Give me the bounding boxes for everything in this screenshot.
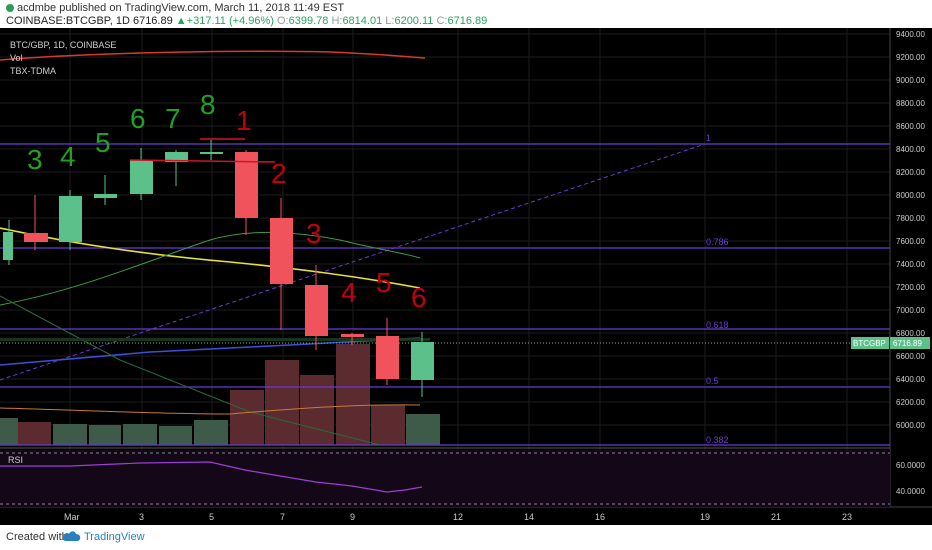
fib-label-0786: 0.786 [706, 237, 729, 247]
avatar [6, 4, 14, 12]
close-value: 6716.89 [447, 15, 488, 27]
price-axis[interactable]: 9400.00 9200.00 9000.00 8800.00 8600.00 8400.… [896, 30, 925, 496]
svg-text:7600.00: 7600.00 [896, 237, 925, 246]
tradingview-cloud-icon [62, 531, 81, 541]
ma-darkgreen [0, 295, 381, 446]
tradingview-brand-link[interactable]: TradingView [84, 531, 145, 543]
svg-text:8200.00: 8200.00 [896, 168, 925, 177]
author-name[interactable]: acdmbe [17, 2, 57, 14]
fib-label-1: 1 [706, 133, 711, 143]
volume-bars [0, 344, 440, 445]
svg-text:23: 23 [842, 512, 852, 522]
svg-text:6800.00: 6800.00 [896, 329, 925, 338]
svg-text:6400.00: 6400.00 [896, 375, 925, 384]
svg-text:Mar: Mar [64, 512, 80, 522]
ma-blue [0, 337, 421, 366]
low-value: 6200.11 [394, 15, 434, 27]
td-green-3: 3 [27, 144, 43, 175]
publish-info: acdmbe published on TradingView.com, Mar… [6, 2, 344, 14]
tdma-line [0, 50, 426, 61]
svg-text:7000.00: 7000.00 [896, 306, 925, 315]
svg-text:6600.00: 6600.00 [896, 352, 925, 361]
td-support-line[interactable] [129, 159, 276, 163]
published-text: published on TradingView.com, March 11, … [59, 2, 345, 14]
svg-text:19: 19 [700, 512, 710, 522]
chart-area[interactable]: 1 0.786 0.618 0.5 0.382 3 4 5 6 7 8 [0, 28, 932, 525]
svg-text:7400.00: 7400.00 [896, 260, 925, 269]
ohlc-line: COINBASE:BTCGBP, 1D 6716.89 ▲+317.11 (+4… [6, 15, 487, 27]
svg-text:14: 14 [524, 512, 534, 522]
fib-trend-line[interactable] [0, 143, 706, 381]
candles[interactable] [3, 140, 434, 397]
td-red-2: 2 [271, 158, 287, 189]
price-tag-value: 6716.89 [893, 339, 922, 348]
rsi-line [0, 461, 423, 493]
fib-label-05: 0.5 [706, 376, 719, 386]
fib-lines[interactable] [0, 143, 890, 446]
legend-symbol: BTC/GBP, 1D, COINBASE [10, 40, 116, 50]
ma-orange [0, 404, 421, 415]
td-red-1: 1 [236, 105, 252, 136]
ma-green [0, 231, 421, 306]
svg-text:12: 12 [453, 512, 463, 522]
close-label: C: [436, 15, 448, 27]
td-red-3: 3 [306, 218, 322, 249]
svg-text:3: 3 [139, 512, 144, 522]
price-tag-symbol: BTCGBP [853, 339, 886, 348]
legend-volume: Vol [10, 53, 23, 63]
svg-text:8800.00: 8800.00 [896, 99, 925, 108]
price-band [0, 338, 430, 341]
td-green-8: 8 [200, 89, 216, 120]
svg-text:8400.00: 8400.00 [896, 145, 925, 154]
svg-text:21: 21 [771, 512, 781, 522]
publish-header: acdmbe published on TradingView.com, Mar… [0, 0, 932, 28]
high-label: H: [331, 15, 343, 27]
open-value: 6399.78 [288, 15, 329, 27]
time-axis[interactable]: Mar 3 5 7 9 12 14 16 19 21 23 [64, 512, 852, 522]
svg-text:7200.00: 7200.00 [896, 283, 925, 292]
td-sequential-counts: 3 4 5 6 7 8 1 2 3 4 5 6 [27, 89, 427, 313]
low-label: L: [385, 15, 395, 27]
svg-text:5: 5 [209, 512, 214, 522]
last-price-tag: BTCGBP 6716.89 [851, 337, 930, 349]
high-value: 6814.01 [342, 15, 383, 27]
chart-legend[interactable]: BTC/GBP, 1D, COINBASE Vol TBX-TDMA [10, 40, 116, 76]
svg-text:40.0000: 40.0000 [896, 487, 925, 496]
svg-text:9200.00: 9200.00 [896, 53, 925, 62]
td-green-6: 6 [130, 103, 146, 134]
legend-tdma: TBX-TDMA [10, 66, 56, 76]
rsi-label: RSI [8, 455, 23, 465]
svg-text:16: 16 [595, 512, 605, 522]
td-red-4: 4 [341, 277, 357, 308]
chart-svg[interactable]: 1 0.786 0.618 0.5 0.382 3 4 5 6 7 8 [0, 28, 932, 525]
svg-text:8600.00: 8600.00 [896, 122, 925, 131]
svg-text:8000.00: 8000.00 [896, 191, 925, 200]
svg-text:9400.00: 9400.00 [896, 30, 925, 39]
svg-text:9: 9 [350, 512, 355, 522]
td-green-4: 4 [60, 141, 76, 172]
td-red-5: 5 [376, 267, 392, 298]
td-green-5: 5 [95, 127, 111, 158]
fib-label-0382: 0.382 [706, 435, 729, 445]
svg-text:6200.00: 6200.00 [896, 398, 925, 407]
rsi-pane[interactable] [0, 450, 890, 507]
svg-text:7800.00: 7800.00 [896, 214, 925, 223]
svg-text:60.0000: 60.0000 [896, 461, 925, 470]
svg-text:6000.00: 6000.00 [896, 421, 925, 430]
td-red-6: 6 [411, 282, 427, 313]
open-label: O: [276, 15, 289, 27]
svg-text:7: 7 [280, 512, 285, 522]
fib-label-0618: 0.618 [706, 320, 729, 330]
created-with-text: Created with [6, 531, 68, 543]
footer: Created with TradingView [0, 525, 932, 550]
price-change: ▲+317.11 (+4.96%) [175, 15, 274, 27]
symbol-interval: COINBASE:BTCGBP, 1D [6, 15, 130, 27]
td-green-7: 7 [165, 103, 181, 134]
last-price: 6716.89 [132, 15, 173, 27]
svg-text:9000.00: 9000.00 [896, 76, 925, 85]
